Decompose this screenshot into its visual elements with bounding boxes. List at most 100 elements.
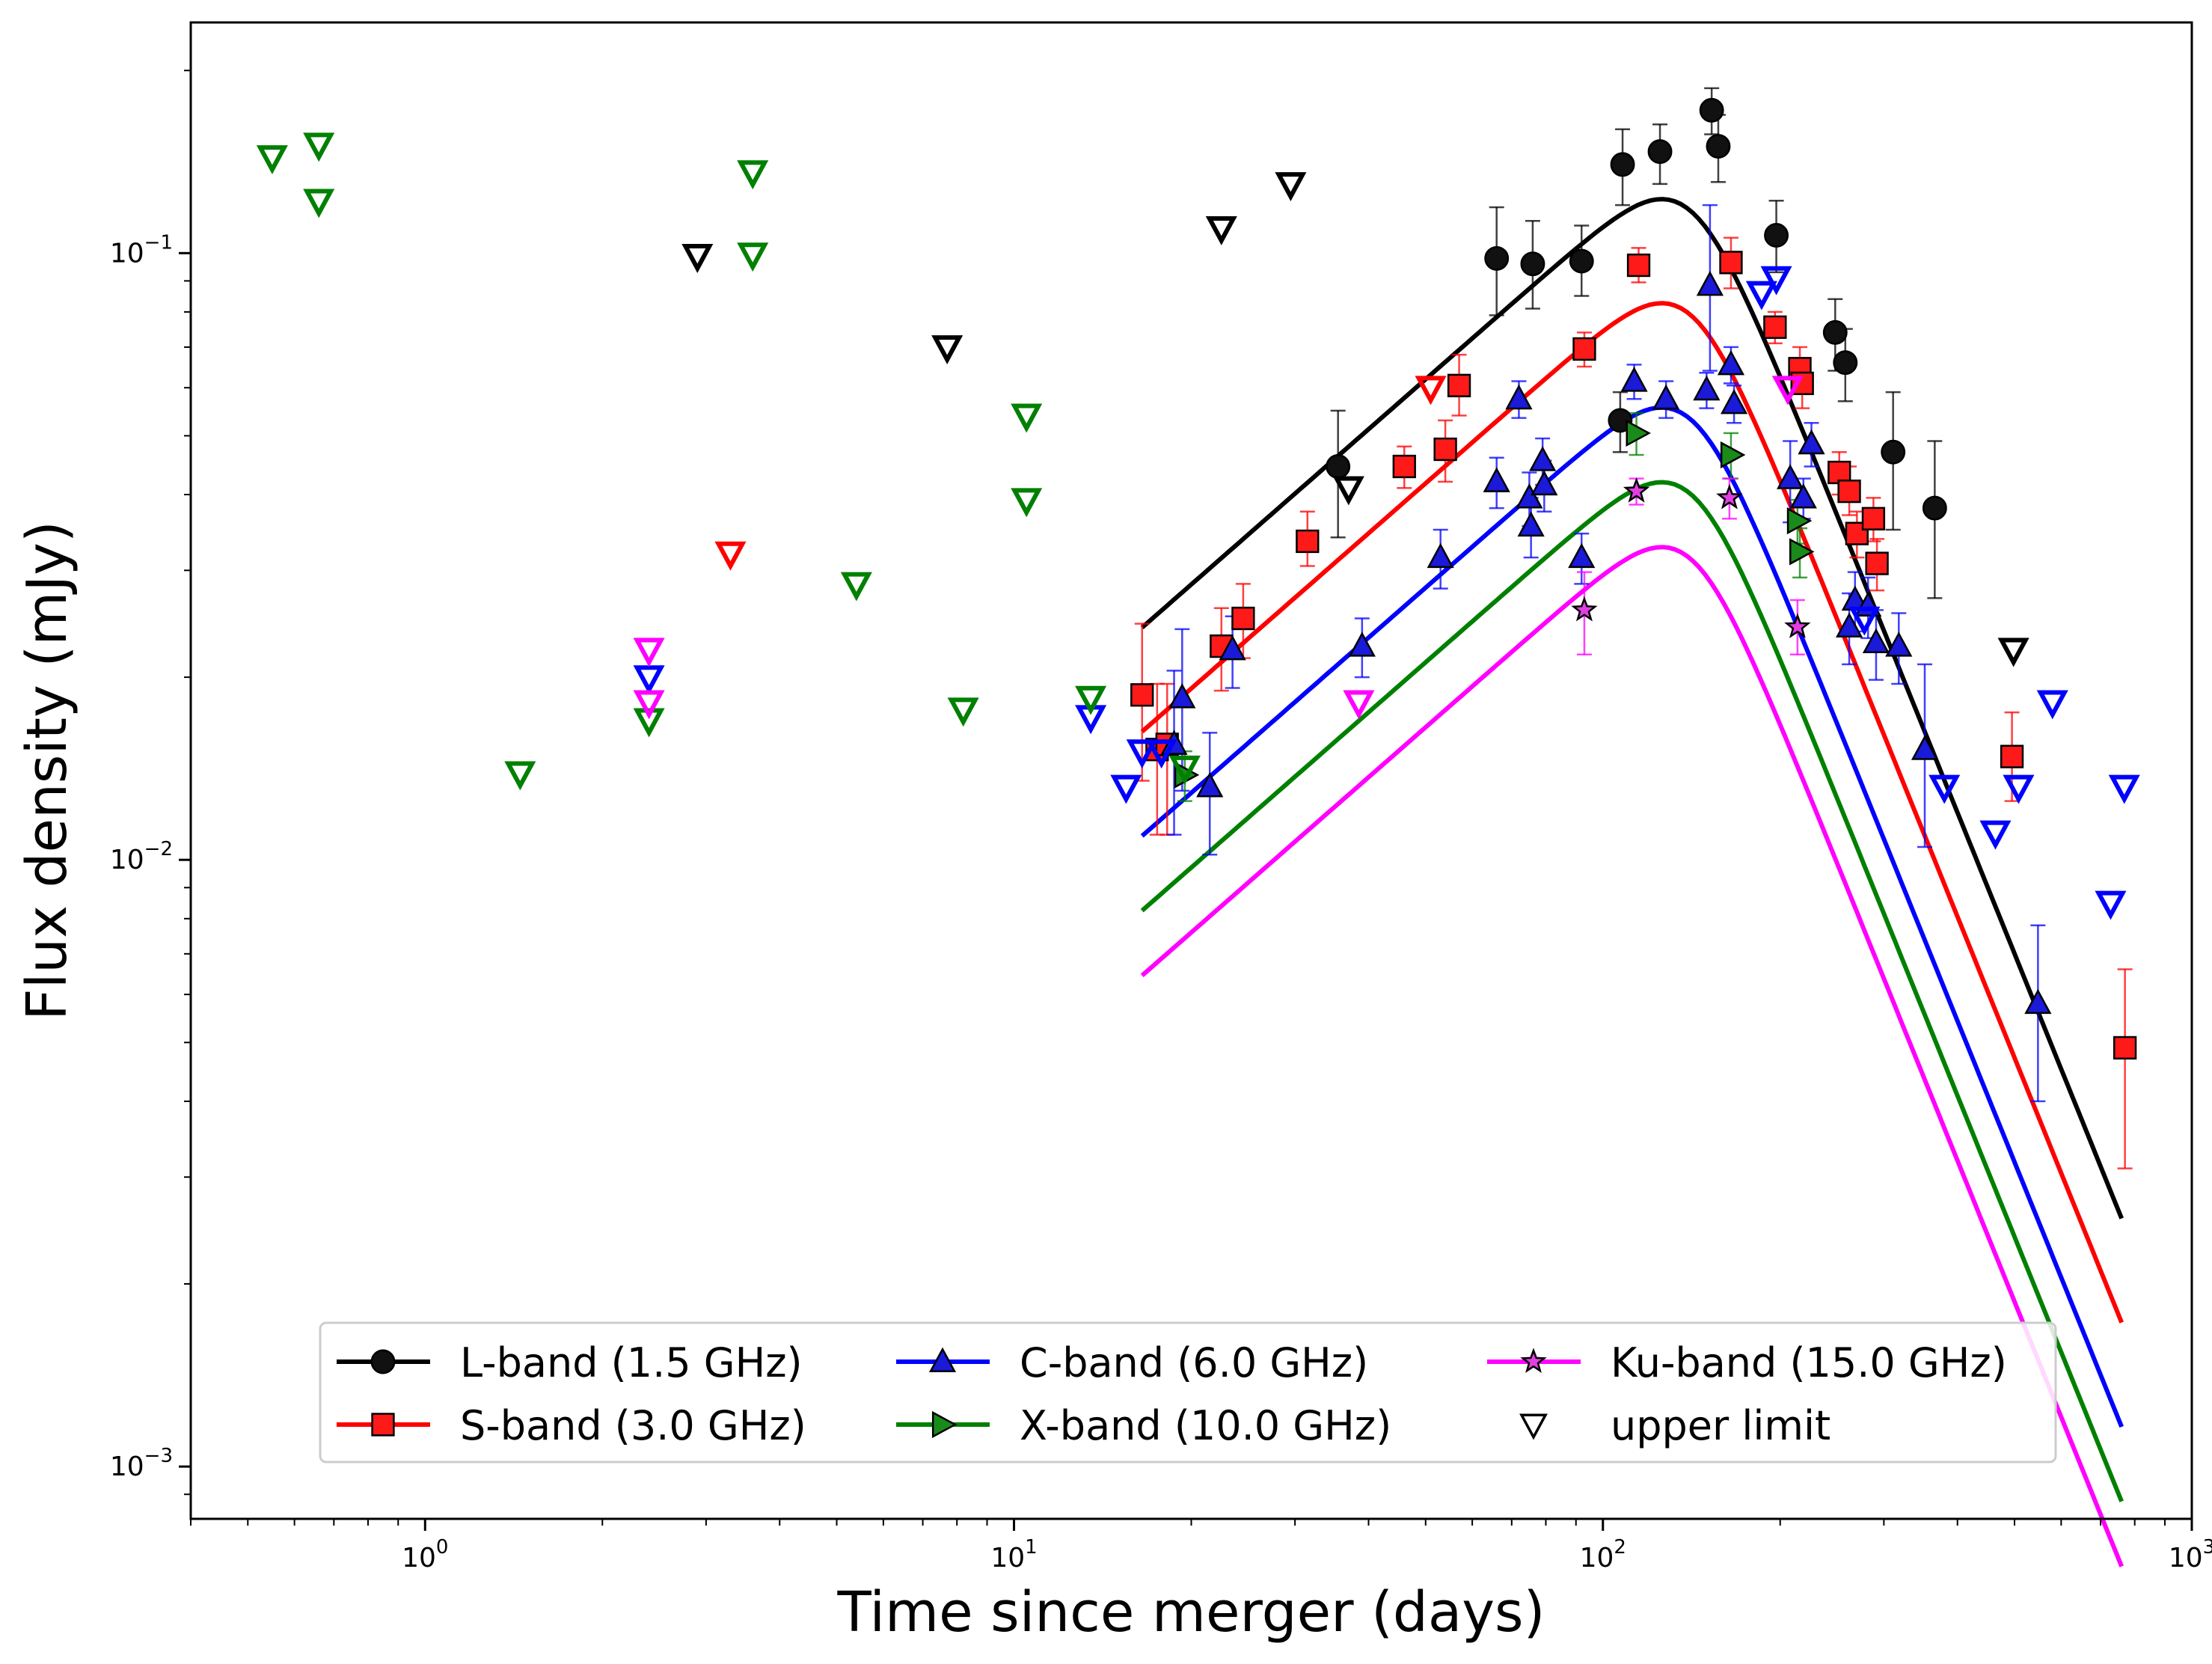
y-tick-exponent: −2 (144, 838, 173, 860)
legend-marker-upper-limit (1519, 1413, 1548, 1440)
l-band-data-point (1764, 223, 1789, 248)
x-tick-base: 10 (1580, 1543, 1614, 1573)
s-band-model-curve (1140, 301, 2124, 1324)
x-band-upper-limit (303, 189, 335, 218)
x-axis-label: Time since merger (days) (837, 1580, 1545, 1645)
c-band-data-point (1531, 470, 1558, 496)
x-band-upper-limit (1075, 685, 1107, 715)
c-band-data-point (1720, 388, 1748, 415)
c-band-data-point (1196, 772, 1224, 798)
c-band-upper-limit (1760, 266, 1792, 296)
s-band-data-point (2000, 744, 2024, 768)
c-band-data-point (1885, 631, 1913, 657)
ku-band-data-point (1623, 477, 1650, 503)
c-band-data-point (1696, 270, 1724, 296)
legend-label-ku-band: Ku-band (15.0 GHz) (1611, 1339, 2007, 1386)
c-band-data-point (2024, 988, 2052, 1015)
x-tick-label: 101 (990, 1536, 1037, 1573)
c-band-data-point (1427, 542, 1454, 569)
x-tick-exponent: 1 (1025, 1536, 1038, 1559)
c-band-data-point (1798, 429, 1825, 455)
c-band-upper-limit (2095, 890, 2127, 920)
c-band-data-point (1568, 542, 1596, 569)
legend-marker-l-band (370, 1349, 396, 1374)
s-band-data-point (1861, 507, 1886, 530)
l-band-data-point (1610, 152, 1635, 177)
y-tick-label: 10−3 (110, 1445, 173, 1482)
x-tick-label: 103 (2169, 1536, 2212, 1573)
l-band-data-point (1699, 97, 1724, 123)
c-band-upper-limit (633, 665, 665, 695)
s-band-data-point (1572, 337, 1596, 361)
l-band-data-point (1484, 245, 1510, 271)
legend-marker-s-band (371, 1413, 395, 1437)
l-band-data-point (1520, 251, 1545, 277)
ku-band-upper-limit (1343, 690, 1375, 720)
x-band-data-point (1720, 441, 1746, 469)
c-band-data-point (1652, 384, 1680, 410)
l-band-upper-limit (1275, 172, 1307, 202)
l-band-upper-limit (681, 244, 714, 273)
legend-marker-x-band (931, 1410, 958, 1439)
s-band-data-point (1719, 251, 1743, 275)
s-band-data-point (1296, 529, 1320, 554)
y-tick-exponent: −3 (144, 1445, 173, 1467)
ku-band-model-curve (1140, 545, 2124, 1567)
s-band-data-point (1763, 315, 1787, 339)
y-tick-exponent: −1 (144, 231, 173, 254)
x-band-upper-limit (737, 160, 769, 190)
c-band-model-curve (1140, 405, 2124, 1428)
c-band-data-point (1517, 511, 1545, 537)
x-tick-base: 10 (2169, 1543, 2203, 1573)
c-band-data-point (1505, 384, 1533, 410)
c-band-upper-limit (1745, 281, 1777, 311)
y-axis-label: Flux density (mJy) (15, 521, 79, 1021)
x-tick-label: 102 (1580, 1536, 1626, 1573)
x-band-data-point (1786, 507, 1813, 535)
l-band-data-point (1833, 350, 1858, 376)
s-band-data-point (1130, 683, 1154, 707)
x-band-upper-limit (1168, 755, 1201, 785)
ku-band-data-point (1716, 483, 1743, 510)
upper-limit-markers (256, 132, 2140, 920)
s-band-data-point (2113, 1036, 2137, 1060)
ku-band-data-point (1784, 613, 1811, 638)
legend-label-x-band: X-band (10.0 GHz) (1020, 1402, 1391, 1449)
c-band-upper-limit (1145, 739, 1177, 769)
l-band-data-point (1922, 495, 1947, 521)
c-band-upper-limit (1848, 606, 1881, 636)
c-band-upper-limit (1979, 820, 2012, 850)
c-band-data-point (1219, 634, 1246, 661)
x-tick-base: 10 (990, 1543, 1025, 1573)
l-band-data-point (1569, 248, 1594, 274)
x-band-upper-limit (1011, 403, 1043, 433)
c-band-data-point (1717, 349, 1745, 376)
x-band-upper-limit (303, 132, 335, 162)
c-band-data-point (1529, 446, 1557, 471)
c-band-data-point (1911, 735, 1939, 760)
x-band-data-point (1626, 419, 1651, 447)
l-band-data-point (1822, 319, 1848, 345)
x-band-data-point (1789, 538, 1815, 566)
ku-band-data-point (1571, 596, 1598, 622)
x-band-upper-limit (840, 572, 872, 602)
c-band-data-point (1483, 467, 1510, 492)
s-band-upper-limit (1415, 376, 1447, 406)
s-band-data-point (1865, 551, 1889, 575)
c-band-data-point (1620, 367, 1648, 392)
s-band-upper-limit (714, 541, 747, 571)
s-band-data-point (1447, 373, 1471, 397)
c-band-data-point (1348, 631, 1376, 657)
x-tick-label: 100 (402, 1536, 448, 1573)
l-band-upper-limit (931, 335, 963, 365)
l-band-upper-limit (1997, 637, 2029, 667)
legend: L-band (1.5 GHz) S-band (3.0 GHz) C-band (… (319, 1321, 2057, 1463)
y-tick-label: 10−2 (110, 838, 173, 875)
s-band-data-point (1231, 606, 1255, 631)
x-tick-exponent: 2 (1614, 1536, 1626, 1559)
legend-label-s-band: S-band (3.0 GHz) (460, 1402, 806, 1449)
x-band-upper-limit (1011, 488, 1043, 518)
l-band-model-curve (1140, 197, 2124, 1220)
